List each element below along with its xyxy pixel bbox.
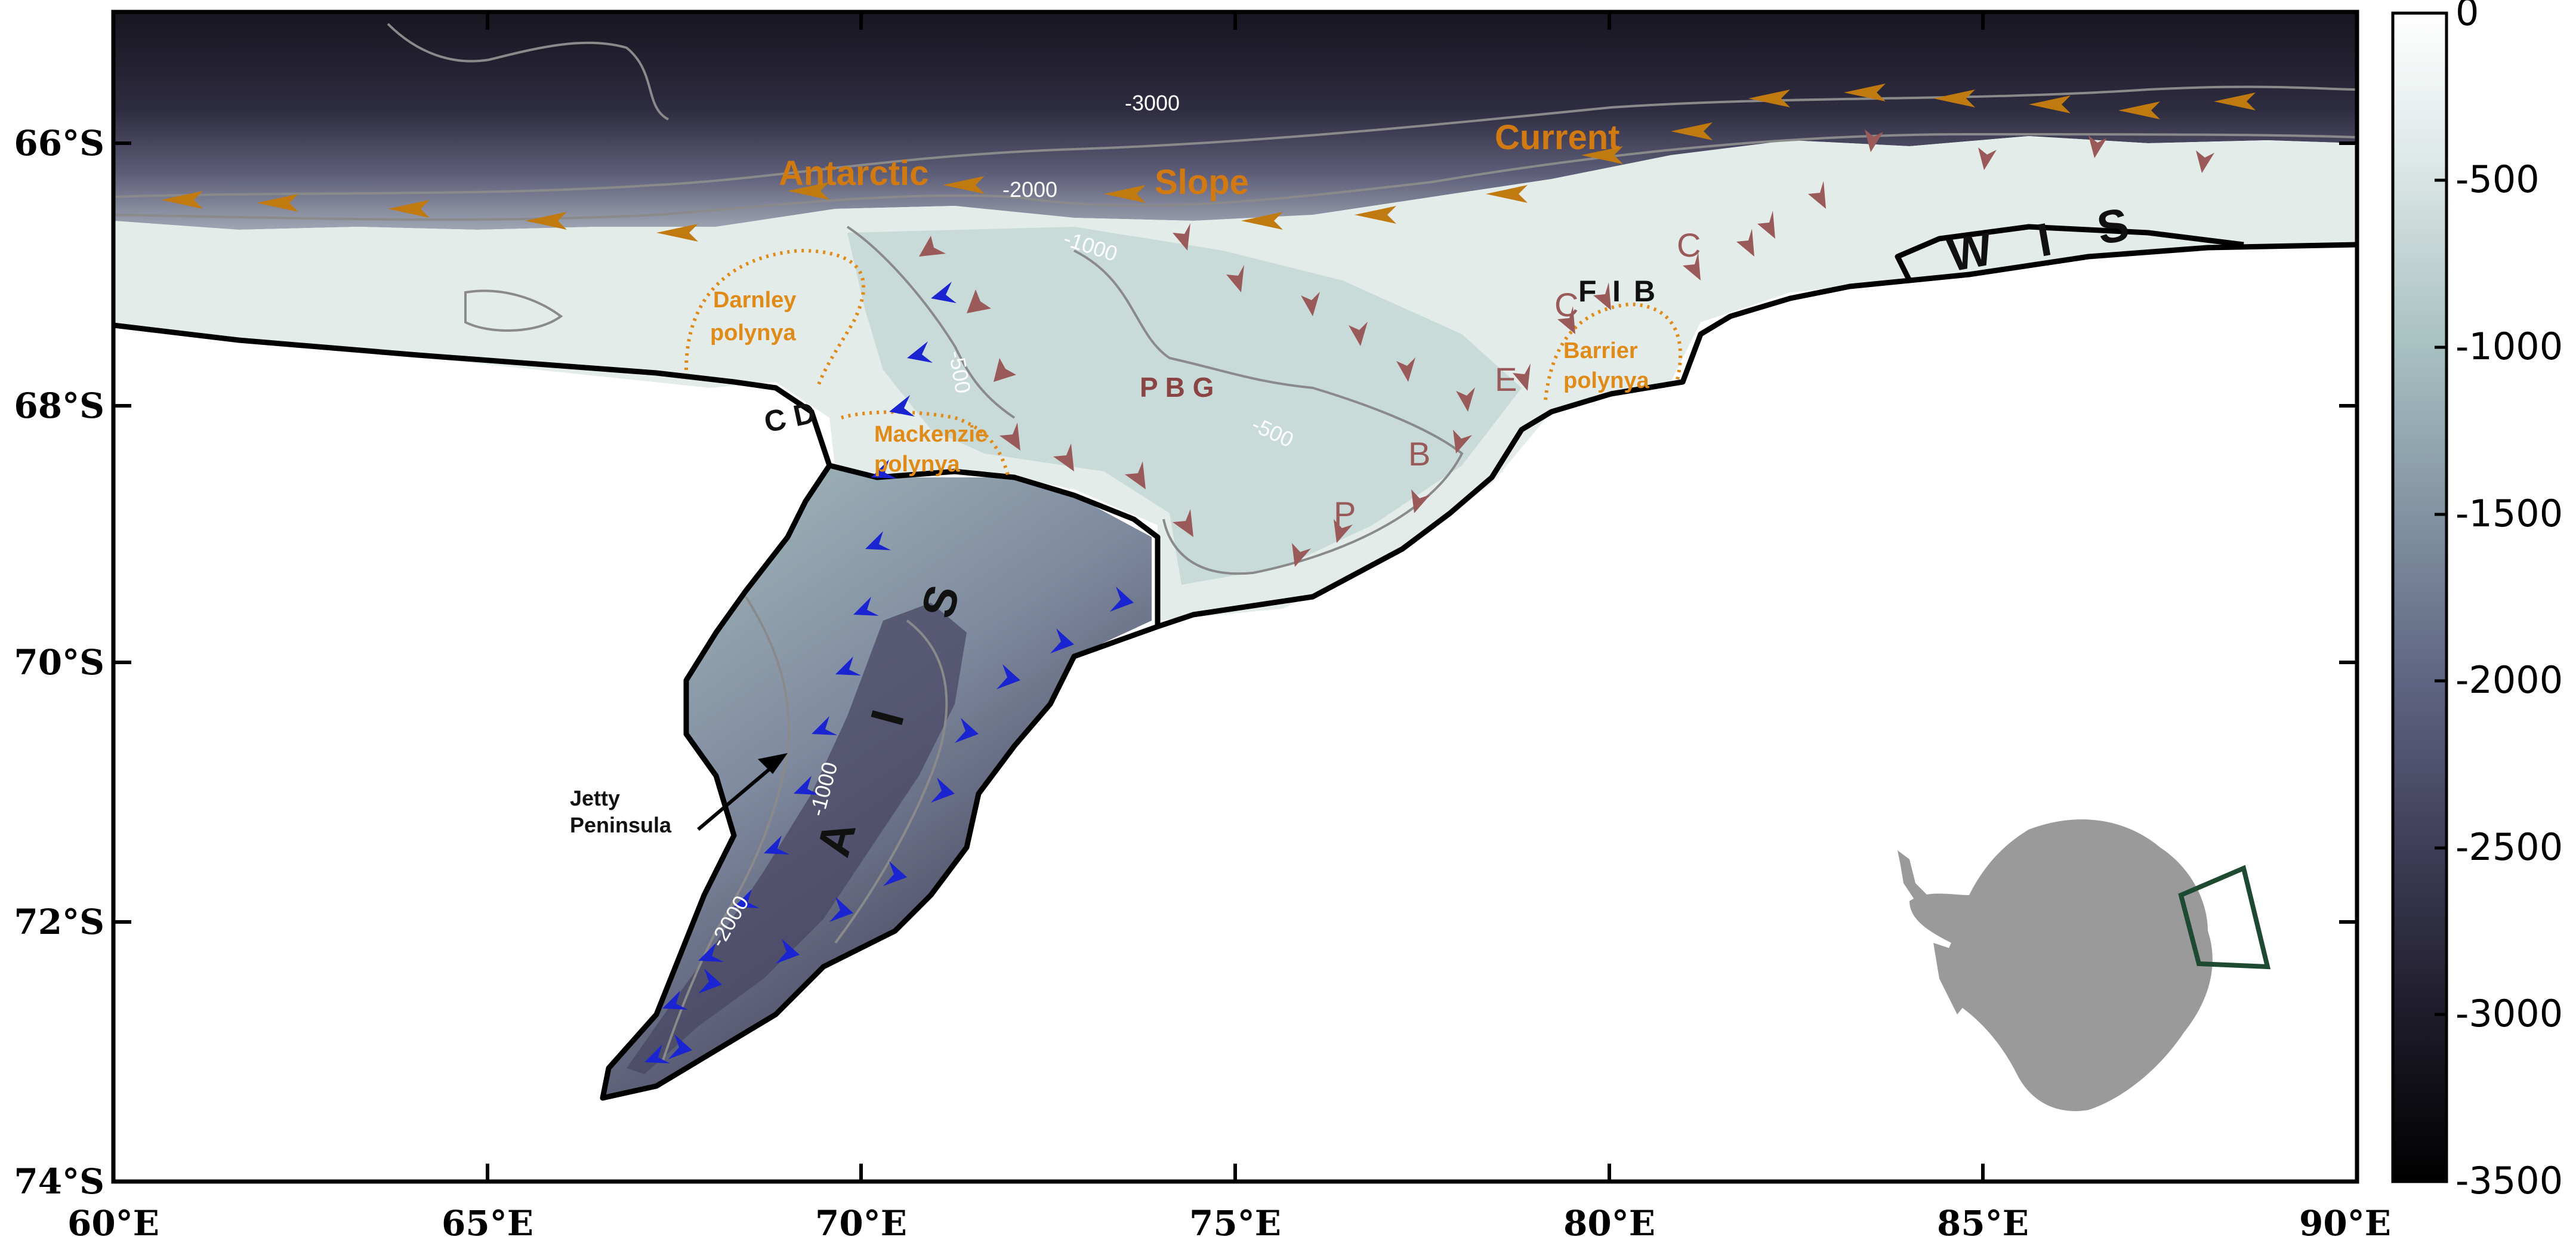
- colorbar-label-3000: -3000: [2455, 992, 2563, 1035]
- label-fib-i: I: [1612, 274, 1621, 308]
- slope-current-arrows: [161, 84, 2256, 242]
- y-tick-72s: 72°S: [14, 902, 104, 942]
- jetty-pointer: [697, 753, 788, 831]
- colorbar-label-3500: -3500: [2455, 1159, 2563, 1202]
- label-jetty: Jetty: [570, 786, 620, 810]
- label-barrier-polynya: polynya: [1563, 368, 1649, 393]
- colorbar-label-0: 0: [2455, 0, 2479, 34]
- label-mackenzie: Mackenzie: [874, 422, 988, 447]
- colorbar-label-500: -500: [2455, 158, 2540, 201]
- y-tick-70s: 70°S: [14, 642, 104, 683]
- x-tick-80e: 80°E: [1563, 1203, 1655, 1243]
- label-fib-f: F: [1578, 274, 1597, 308]
- colorbar: 0 -500 -1000 -1500 -2000 -2500 -3000 -35…: [2391, 0, 2563, 1202]
- x-tick-70e: 70°E: [815, 1203, 907, 1243]
- coastline: [113, 224, 2357, 1101]
- axis-ticks: [113, 12, 2357, 1182]
- label-pbg: P B G: [1140, 372, 1214, 403]
- inset-region-box: [2178, 865, 2271, 970]
- label-darnley: Darnley: [713, 288, 796, 313]
- x-tick-85e: 85°E: [1937, 1203, 2029, 1243]
- label-mackenzie-polynya: polynya: [874, 452, 960, 477]
- y-tick-74s: 74°S: [14, 1161, 104, 1202]
- label-c-lower: C: [1554, 286, 1578, 323]
- inset-antarctica: [1898, 819, 2271, 1111]
- shelf-depression: [847, 227, 1522, 585]
- y-tick-66s: 66°S: [14, 123, 104, 164]
- ice-shelf-flow-arrows: [644, 282, 1134, 1063]
- label-p: P: [1334, 495, 1356, 532]
- label-slope: Slope: [1155, 163, 1249, 202]
- label-current: Current: [1495, 118, 1619, 157]
- coastal-current-arrows: [919, 129, 2214, 567]
- colorbar-gradient: [2391, 11, 2448, 1183]
- x-tick-90e: 90°E: [2299, 1203, 2391, 1243]
- colorbar-label-2500: -2500: [2455, 825, 2563, 869]
- colorbar-label-2000: -2000: [2455, 658, 2563, 702]
- label-e: E: [1495, 360, 1517, 398]
- label-b: B: [1408, 435, 1430, 473]
- label-c-upper: C: [1677, 226, 1701, 264]
- label-fib-b: B: [1634, 274, 1655, 308]
- deep-ocean: [113, 12, 2357, 230]
- label-jetty-peninsula: Peninsula: [570, 813, 672, 837]
- label-wis-w: W: [1944, 222, 1997, 282]
- contour-label-3000: -3000: [1125, 91, 1180, 115]
- label-barrier: Barrier: [1563, 338, 1638, 363]
- y-axis-labels: 66°S 68°S 70°S 72°S 74°S: [14, 123, 104, 1202]
- x-tick-65e: 65°E: [442, 1203, 533, 1243]
- colorbar-label-1000: -1000: [2455, 325, 2563, 368]
- label-antarctic: Antarctic: [779, 154, 928, 193]
- inset-continent: [1898, 819, 2213, 1111]
- x-tick-75e: 75°E: [1189, 1203, 1281, 1243]
- x-axis-labels: 60°E 65°E 70°E 75°E 80°E 85°E 90°E: [67, 1203, 2391, 1243]
- polynya-outlines: [684, 248, 1683, 478]
- contour-label-2000: -2000: [1002, 177, 1057, 202]
- label-darnley-polynya: polynya: [710, 320, 796, 346]
- x-tick-60e: 60°E: [67, 1203, 159, 1243]
- colorbar-label-1500: -1500: [2455, 492, 2563, 535]
- y-tick-68s: 68°S: [14, 385, 104, 426]
